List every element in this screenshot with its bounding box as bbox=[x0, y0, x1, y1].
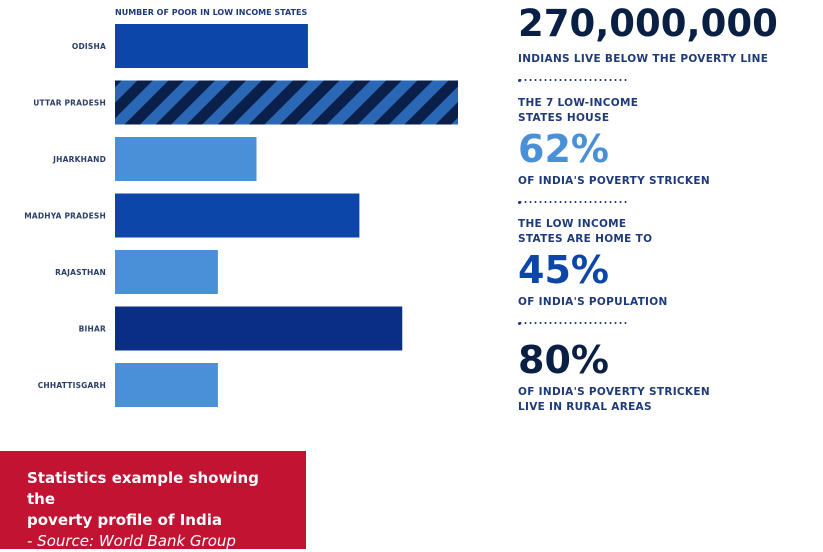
chart-title: NUMBER OF POOR IN LOW INCOME STATES bbox=[115, 8, 307, 17]
stat-intro-line: STATES HOUSE bbox=[518, 112, 610, 124]
dotted-divider bbox=[518, 322, 628, 324]
category-label: BIHAR bbox=[79, 325, 106, 334]
stat-value: 45% bbox=[518, 248, 609, 292]
stat-rural-share: 80% OF INDIA'S POVERTY STRICKEN LIVE IN … bbox=[518, 341, 710, 415]
caption-source: - Source: World Bank Group bbox=[27, 532, 236, 550]
bar-chhattisgarh bbox=[115, 363, 218, 407]
stat-value: 270,000,000 bbox=[518, 2, 778, 45]
category-label: MADHYA PRADESH bbox=[24, 212, 106, 221]
bar-bihar bbox=[115, 306, 403, 351]
category-label: RAJASTHAN bbox=[55, 268, 106, 277]
stat-value: 62% bbox=[518, 127, 609, 171]
category-label: JHARKHAND bbox=[52, 155, 106, 164]
category-label: CHHATTISGARH bbox=[38, 381, 106, 390]
stat-low-income-share: THE 7 LOW-INCOME STATES HOUSE 62% OF IND… bbox=[518, 96, 710, 189]
stat-value: 80% bbox=[518, 338, 609, 382]
stat-caption: INDIANS LIVE BELOW THE POVERTY LINE bbox=[518, 53, 769, 65]
dotted-divider bbox=[518, 79, 628, 81]
bar-jharkhand bbox=[115, 137, 257, 181]
bar-odisha bbox=[115, 24, 308, 68]
bar-rajasthan bbox=[115, 250, 218, 294]
caption-line: poverty profile of India bbox=[27, 511, 222, 529]
stat-intro-line: THE LOW INCOME bbox=[518, 218, 627, 230]
stat-intro-line: STATES ARE HOME TO bbox=[518, 233, 653, 245]
stat-caption: OF INDIA'S POVERTY STRICKEN bbox=[518, 386, 710, 398]
bar-madhya-pradesh bbox=[115, 193, 360, 238]
stat-caption: LIVE IN RURAL AREAS bbox=[518, 401, 652, 413]
bar-chart: NUMBER OF POOR IN LOW INCOME STATES ODIS… bbox=[24, 8, 458, 407]
caption-box: Statistics example showing the poverty p… bbox=[0, 451, 306, 550]
stat-population-share: THE LOW INCOME STATES ARE HOME TO 45% OF… bbox=[518, 217, 668, 310]
bar-uttar-pradesh bbox=[115, 80, 458, 125]
caption-line: Statistics example showing the bbox=[27, 469, 259, 508]
stat-intro-line: THE 7 LOW-INCOME bbox=[518, 97, 639, 109]
category-label: UTTAR PRADESH bbox=[33, 99, 106, 108]
stat-caption: OF INDIA'S POVERTY STRICKEN bbox=[518, 175, 710, 187]
category-label: ODISHA bbox=[72, 42, 106, 51]
dotted-divider bbox=[518, 201, 628, 203]
stat-caption: OF INDIA'S POPULATION bbox=[518, 296, 668, 308]
stat-total-poor: 270,000,000 INDIANS LIVE BELOW THE POVER… bbox=[518, 5, 778, 67]
